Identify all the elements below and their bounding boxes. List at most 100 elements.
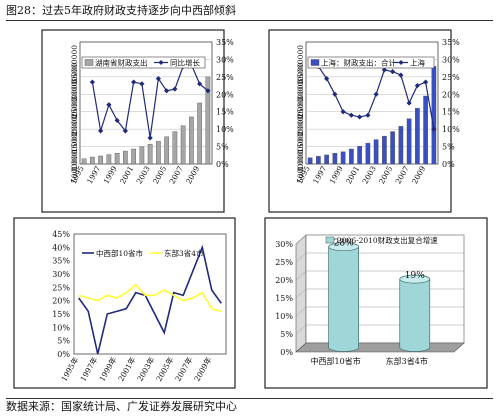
bar	[357, 146, 362, 165]
left-tick-label: 20000000	[70, 97, 79, 135]
y-tick-label: 20%	[52, 297, 70, 306]
legend-label-1: 中西部10省市	[96, 248, 144, 258]
chart-1: 0500000010000000150000002000000025000000…	[69, 38, 235, 186]
right-tick-label: 5%	[442, 143, 455, 152]
line-marker	[398, 72, 404, 78]
bar	[373, 139, 379, 165]
bar	[197, 102, 202, 165]
left-tick-label: 0	[296, 167, 305, 172]
bar	[307, 157, 313, 165]
line-marker	[324, 76, 330, 82]
right-tick-label: 20%	[216, 90, 234, 99]
bar	[131, 148, 136, 165]
left-tick-label: 10000000	[296, 132, 305, 170]
line-marker	[414, 82, 420, 89]
y-tick-label: 5%	[57, 337, 70, 346]
legend-line-label: 同比增长	[170, 58, 200, 68]
line-marker	[357, 114, 363, 120]
cylinder-body	[328, 246, 360, 352]
left-tick-label: 35000000	[70, 45, 79, 83]
legend-label: 2006-2010财政支出复合增速	[337, 235, 438, 245]
legend-bar-swatch	[84, 59, 94, 66]
right-tick-label: 30%	[216, 55, 234, 64]
line-marker	[365, 112, 371, 118]
legend-label-2: 东部3省4市	[164, 248, 204, 258]
line-marker	[131, 79, 137, 85]
legend-bar-label: 湖南省财政支出	[95, 58, 148, 68]
line-marker	[172, 86, 178, 92]
chart-3: 0%5%10%15%20%25%30%35%40%45%1995年1997年19…	[52, 230, 227, 383]
y-tick-label: 0%	[57, 350, 70, 359]
right-tick-label: 10%	[442, 125, 460, 134]
x-tick-label: 2005	[377, 164, 394, 185]
gridline	[295, 234, 464, 245]
right-tick-label: 15%	[442, 108, 460, 117]
figure-title: 图28：过去5年政府财政支持逐步向中西部倾斜	[6, 2, 493, 21]
x-tick-label: 2009	[184, 164, 201, 185]
y-tick-label: 5%	[280, 330, 293, 339]
y-tick-label: 0%	[280, 348, 293, 357]
bar	[147, 143, 153, 165]
bar	[81, 158, 87, 165]
left-tick-label: 15000000	[296, 114, 305, 152]
left-tick-label: 35000000	[296, 45, 305, 83]
bar	[172, 131, 178, 165]
y-tick-label: 25%	[275, 258, 293, 267]
line-marker	[381, 67, 387, 73]
line-marker	[390, 69, 396, 75]
line-marker	[205, 88, 211, 94]
legend-box	[307, 56, 435, 69]
left-tick-label: 15000000	[70, 114, 79, 152]
left-tick-label: 25000000	[296, 80, 305, 118]
bar	[180, 125, 186, 165]
x-category-label: 东部3省4市	[386, 356, 428, 366]
bar	[382, 135, 387, 165]
bar	[139, 146, 145, 165]
legend-swatch	[325, 236, 335, 244]
line-marker	[139, 81, 145, 87]
gridline	[295, 270, 464, 281]
panel-frame-3	[13, 217, 236, 389]
line-marker	[423, 79, 429, 85]
x-tick-label: 2001	[118, 165, 135, 186]
y-tick-label: 10%	[52, 323, 70, 332]
x-tick-label: 2009	[410, 164, 427, 185]
left-tick-label: 30000000	[70, 62, 79, 100]
bar	[324, 154, 329, 165]
bar	[98, 155, 103, 165]
line-marker	[197, 81, 203, 87]
right-tick-label: 10%	[216, 125, 234, 134]
x-tick-label: 1997	[85, 164, 102, 185]
bar	[189, 116, 194, 165]
data-label: 28%	[334, 239, 354, 249]
left-tick-label: 25000000	[70, 80, 79, 118]
legend-bar-label: 上海：财政支出：合计	[321, 58, 396, 68]
gridline	[295, 252, 464, 263]
line-series-1	[78, 244, 222, 355]
bar	[431, 66, 437, 165]
bar	[349, 148, 354, 165]
bar	[316, 156, 321, 165]
right-tick-label: 25%	[442, 73, 460, 82]
bar	[164, 136, 169, 165]
y-tick-label: 20%	[275, 276, 293, 285]
right-tick-label: 20%	[442, 90, 460, 99]
chart-4: 0% 5% 10% 15% 20% 25% 30% 28% 中西部10省市 19% 东部3省4市 20…	[275, 234, 465, 366]
x-tick-label: 2005	[151, 164, 168, 185]
right-tick-label: 35%	[442, 38, 460, 47]
y-tick-label: 25%	[52, 283, 70, 292]
left-tick-label: 30000000	[296, 62, 305, 100]
source-note: 数据来源：国家统计局、广发证券发展研究中心	[6, 398, 493, 415]
y-tick-label: 15%	[275, 294, 293, 303]
panel-frame-2	[268, 29, 452, 213]
line-marker	[164, 88, 170, 94]
left-tick-label: 20000000	[296, 97, 305, 135]
y-tick-label: 35%	[52, 257, 70, 266]
x-tick-label: 1997	[311, 164, 328, 185]
bar	[106, 154, 112, 165]
line-marker	[406, 100, 412, 106]
x-tick-label: 2001	[344, 165, 361, 186]
line-marker	[340, 109, 346, 115]
legend-line-marker	[398, 60, 404, 65]
